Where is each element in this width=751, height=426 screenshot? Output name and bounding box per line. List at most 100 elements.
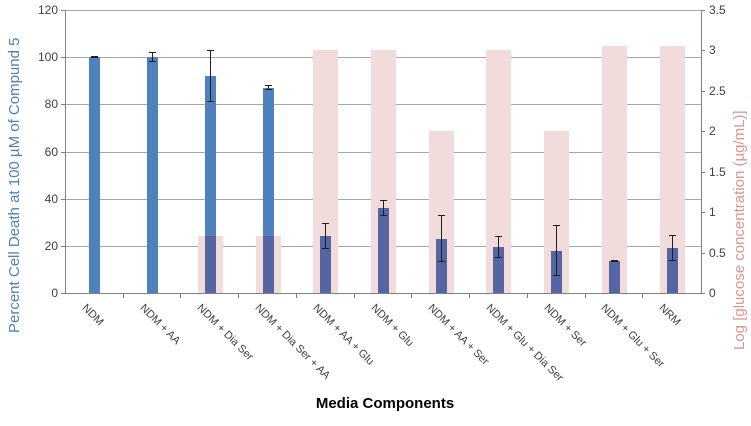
y-tick-right [701, 293, 705, 294]
bar-overlap [666, 248, 678, 293]
error-bar-line [209, 50, 211, 102]
y-tick-right [701, 50, 705, 52]
x-tick [238, 294, 240, 298]
error-bar-line [440, 215, 442, 263]
bar-overlap [262, 236, 274, 293]
x-tick [469, 294, 471, 298]
y-tick-left [61, 104, 65, 106]
x-category-label: NDM + AA [137, 302, 183, 348]
error-bar-cap-top [322, 223, 330, 225]
y-tick-label-right: 3 [709, 43, 716, 58]
bar-cell-death [147, 57, 159, 293]
error-bar-cap-bottom [91, 57, 99, 59]
error-bar-cap-bottom [149, 60, 157, 62]
x-tick [295, 294, 297, 298]
y-tick-right [701, 10, 705, 11]
error-bar-cap-bottom [495, 256, 503, 258]
y-tick-label-right: 0 [709, 286, 716, 300]
y-tick-left [61, 57, 65, 59]
error-bar-cap-bottom [380, 215, 387, 217]
y-tick-label-right: 2 [709, 124, 716, 139]
y-tick-left [61, 151, 65, 153]
plot-area [65, 10, 702, 294]
bar-overlap [493, 247, 505, 293]
y-tick-label-left: 120 [37, 3, 58, 17]
y-tick-label-left: 80 [44, 97, 58, 112]
y-tick-label-right: 2.5 [709, 83, 726, 98]
x-tick [584, 294, 586, 298]
error-bar-cap-bottom [668, 260, 676, 262]
error-bar-cap-bottom [206, 100, 214, 102]
y-tick-label-right: 3.5 [709, 3, 726, 17]
y-tick-left [61, 10, 65, 11]
y-tick-left [61, 293, 65, 294]
error-bar-cap-top [380, 199, 387, 201]
bar-overlap [204, 236, 216, 293]
x-tick [642, 294, 644, 298]
error-bar-cap-top [495, 236, 503, 238]
x-tick [180, 294, 182, 298]
error-bar-line [94, 55, 96, 59]
y-tick-right [701, 90, 705, 92]
y-tick-right [701, 252, 705, 254]
x-category-label: NDM + AA + Ser [425, 302, 492, 368]
y-tick-label-right: 0.5 [709, 245, 726, 260]
y-tick-right [701, 171, 705, 173]
error-bar-line [613, 259, 615, 263]
bar-overlap [608, 261, 620, 293]
gridline [66, 10, 701, 11]
x-category-label: NDM [79, 302, 106, 329]
error-bar-cap-bottom [437, 261, 445, 263]
error-bar-cap-top [149, 52, 157, 54]
y-tick-right [701, 212, 705, 214]
x-category-label: NDM + Ser [541, 302, 589, 350]
y-tick-label-right: 1.5 [709, 164, 726, 179]
error-bar-line [152, 52, 154, 62]
error-bar-cap-top [610, 259, 618, 261]
error-bar-line [325, 223, 327, 250]
error-bar-line [383, 199, 384, 217]
y-tick-right [701, 131, 705, 133]
error-bar-cap-top [437, 215, 445, 217]
x-category-label: NDM + AA + Glu [310, 302, 376, 368]
bar-overlap [378, 208, 389, 293]
right-axis-title: Log [glucose concentration (µg/mL)] [731, 110, 748, 350]
bar-overlap [435, 238, 447, 293]
error-bar-cap-top [668, 235, 676, 237]
y-tick-left [61, 245, 65, 247]
y-tick-left [61, 198, 65, 200]
error-bar-cap-bottom [322, 248, 330, 250]
error-bar-cap-top [206, 50, 214, 52]
x-category-label: NRM [656, 302, 683, 329]
error-bar-cap-bottom [610, 261, 618, 263]
error-bar-line [556, 224, 558, 277]
bar-overlap [320, 236, 332, 293]
y-tick-label-right: 1 [709, 205, 716, 220]
x-tick [411, 294, 413, 298]
y-tick-label-left: 40 [44, 191, 58, 206]
error-bar-line [498, 236, 500, 258]
x-axis-title: Media Components [315, 395, 455, 412]
bar-glucose [601, 46, 627, 293]
error-bar-cap-top [91, 55, 99, 57]
x-category-label: NDM + Dia Ser [194, 302, 256, 364]
x-tick [526, 294, 528, 298]
x-tick [353, 294, 355, 298]
error-bar-cap-bottom [264, 89, 272, 91]
y-tick-label-left: 100 [37, 50, 58, 65]
bar-cell-death [89, 57, 101, 293]
y-tick-label-left: 60 [44, 144, 58, 159]
error-bar-cap-bottom [553, 275, 561, 277]
x-tick [122, 294, 124, 298]
x-category-label: NDM + Glu [368, 302, 416, 350]
y-tick-label-left: 20 [44, 238, 58, 253]
y-tick-label-left: 0 [51, 286, 58, 300]
error-bar-cap-top [264, 85, 272, 87]
bar-cell-death [204, 76, 216, 293]
error-bar-line [671, 235, 673, 262]
error-bar-cap-top [553, 224, 561, 226]
bar-cell-death [262, 87, 274, 293]
x-category-label: NDM + Glu + Ser [598, 302, 668, 371]
error-bar-line [267, 85, 269, 91]
